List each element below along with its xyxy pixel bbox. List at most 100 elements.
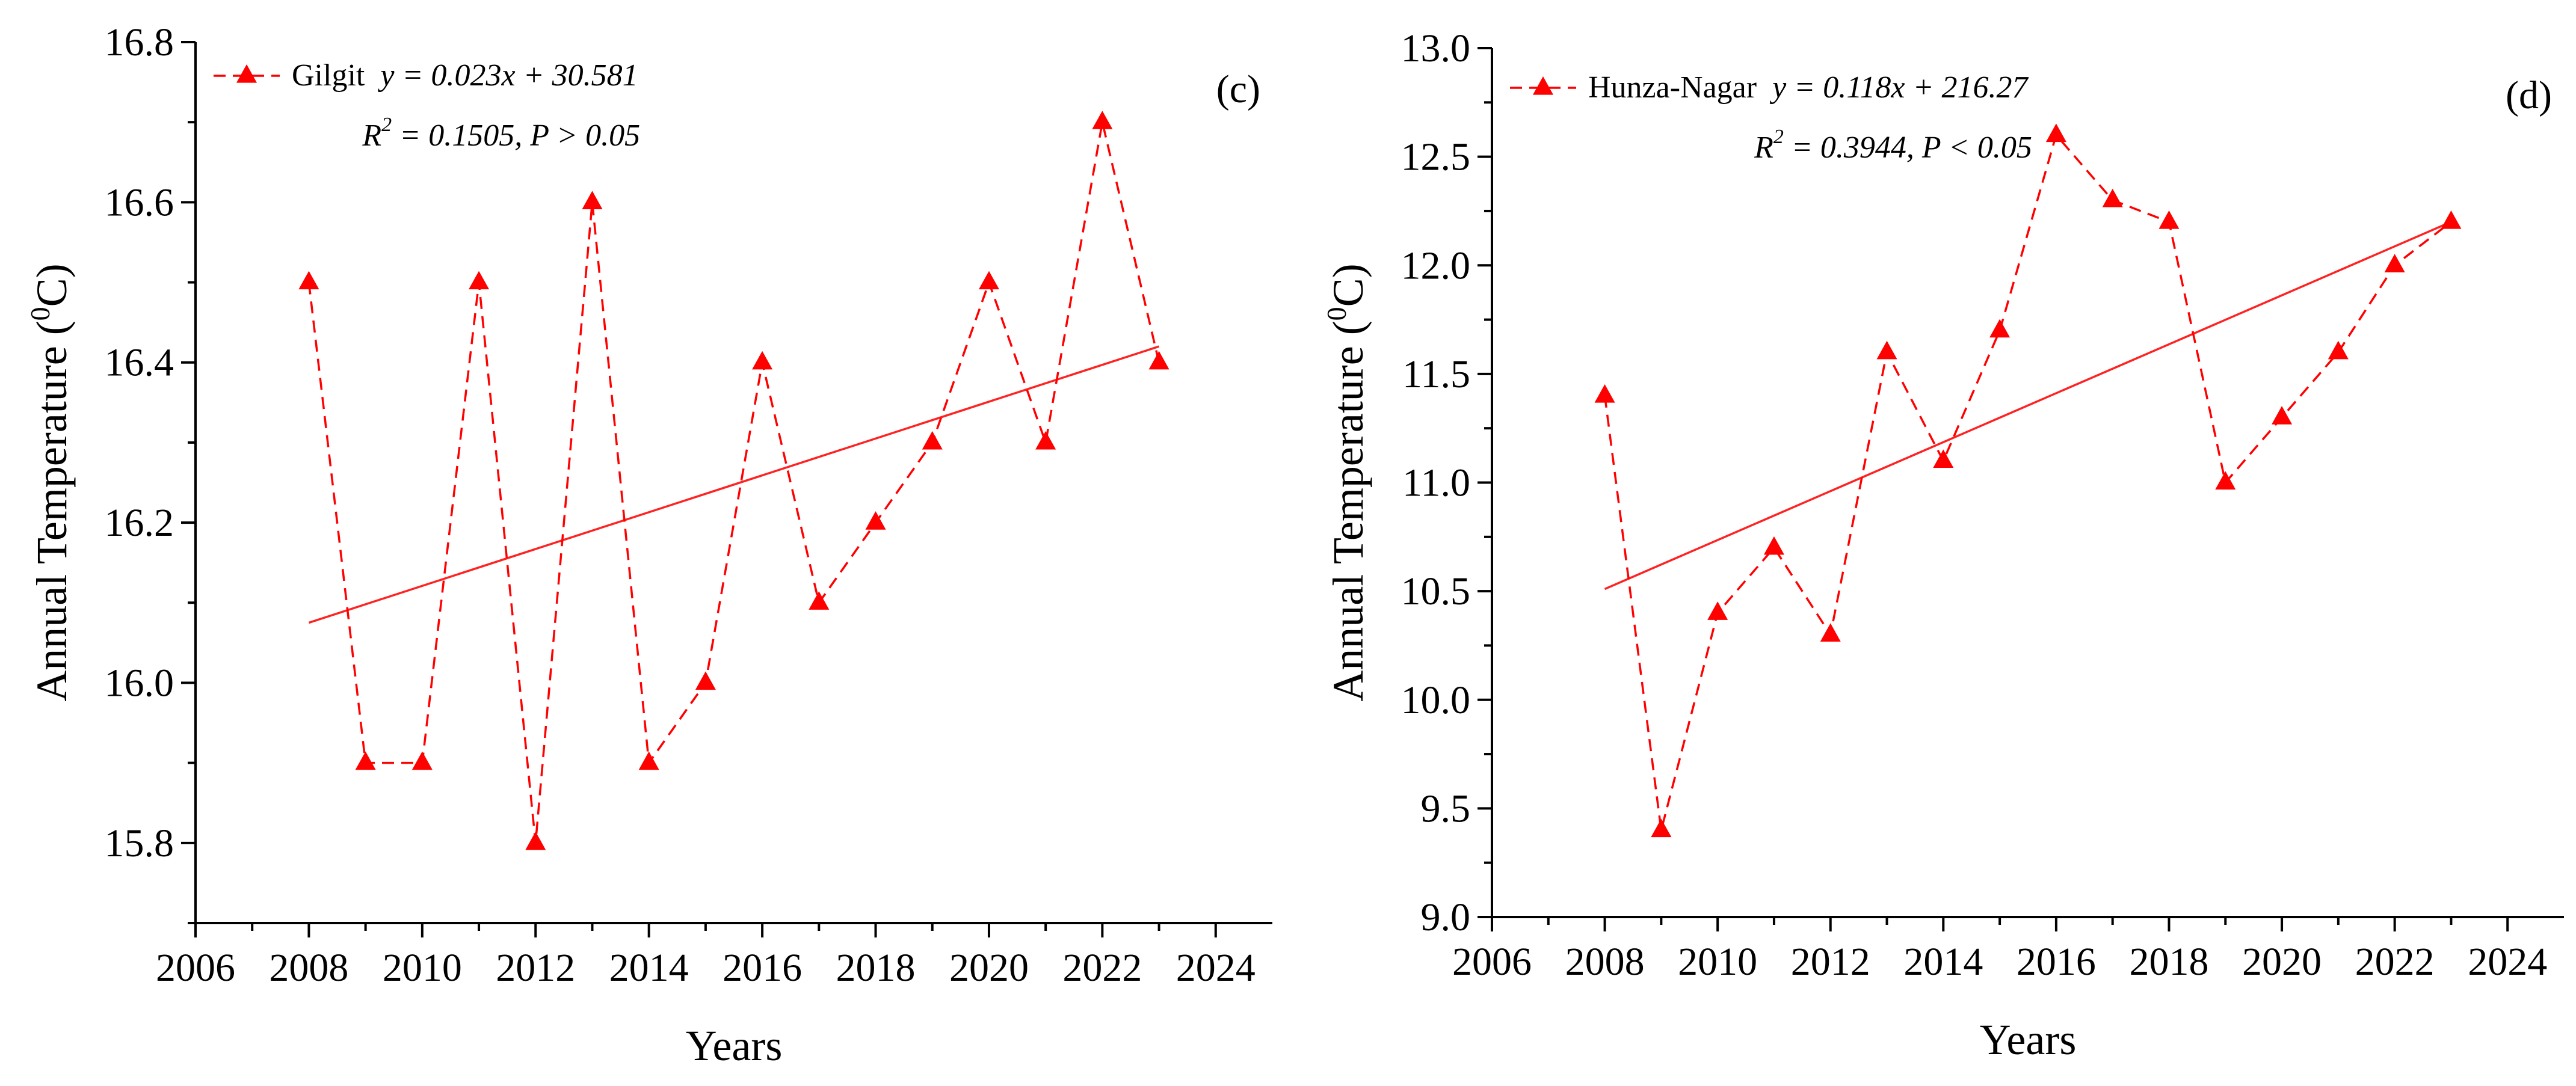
data-point [2384,254,2405,272]
data-point [298,271,319,290]
data-point [638,751,659,770]
x-tick-label: 2016 [2017,940,2096,984]
data-point [1594,384,1615,403]
panel-d: 2006 2008 2010 2012 2014 2016 2018 2020 2022 2024… [1321,26,2564,1064]
data-point [1933,449,1954,468]
y-tick-label: 12.0 [1401,244,1471,287]
y-axis-title-main: Annual Temperature ( [1324,321,1372,701]
y-tick-label: 16.0 [105,661,174,705]
data-point [922,431,943,450]
x-tick-label: 2012 [1791,940,1870,984]
data-point [752,351,773,370]
y-tick-label: 10.5 [1401,569,1471,613]
x-tick-label: 2022 [2355,940,2435,984]
r-squared-text: R2 = 0.3944, P < 0.05 [1754,126,2032,165]
data-point [1707,601,1728,620]
data-point [1876,340,1897,360]
y-axis-title-sup: 0 [1321,307,1352,321]
data-point [1820,623,1841,642]
y-tick-label: 12.5 [1401,135,1471,179]
x-tick-label: 2006 [1452,940,1532,984]
x-tick-label: 2016 [723,946,802,990]
trend-line [1604,221,2452,591]
data-point [2102,188,2123,207]
data-point [2441,210,2462,229]
y-tick-label: 16.8 [105,20,174,64]
r-squared-text: R2 = 0.1505, P > 0.05 [362,114,640,153]
x-tick-label: 2020 [949,946,1029,990]
x-tick-label: 2008 [1565,940,1645,984]
x-axis-title: Years [1980,1016,2077,1064]
y-axis-title: Annual Temperature (0C) [25,263,76,701]
y-tick-label: 16.6 [105,180,174,224]
data-point [1035,431,1056,450]
panel-c: 2006 2008 2010 2012 2014 2016 2018 2020 2022 2024… [25,20,1272,1070]
regression-equation: y = 0.023x + 30.581 [377,58,638,93]
x-tick-label: 2010 [1678,940,1757,984]
y-tick-label: 11.0 [1402,461,1470,505]
panel-label: (d) [2506,73,2552,117]
legend-label: Hunza-Nagar [1588,70,1757,105]
data-point [1651,818,1672,838]
y-tick-label: 13.0 [1401,26,1471,70]
x-tick-label: 2014 [609,946,689,990]
data-point [809,591,830,610]
data-point [695,671,716,690]
panel-label: (c) [1216,67,1260,111]
data-point [355,751,376,770]
trend-line [308,345,1160,624]
y-tick-label: 9.0 [1421,895,1471,939]
r2-superscript: 2 [381,114,392,136]
r2-prefix: R [1754,130,1773,165]
x-tick-label: 2006 [156,946,235,990]
y-axis-title-main: Annual Temperature ( [28,321,76,701]
data-point [411,751,433,770]
data-point [2158,210,2180,229]
data-point [1989,319,2011,338]
x-tick-label: 2014 [1903,940,1983,984]
y-tick-label: 16.2 [105,501,174,545]
x-tick-label: 2008 [269,946,348,990]
data-point [2045,123,2066,143]
x-tick-label: 2018 [836,946,916,990]
x-axis-title: Years [686,1022,783,1070]
data-point [1092,111,1113,129]
x-tick-label: 2024 [1176,946,1256,990]
data-point [469,271,490,290]
x-tick-label: 2012 [496,946,575,990]
r2-superscript: 2 [1773,126,1784,148]
legend-marker [1533,76,1553,95]
y-tick-label: 9.5 [1421,787,1471,830]
x-tick-label: 2020 [2242,940,2322,984]
data-point [582,191,603,209]
x-tick-label: 2024 [2468,940,2547,984]
data-point [2328,340,2349,360]
data-point [1148,351,1169,370]
r2-values: = 0.1505, P > 0.05 [392,118,640,153]
y-axis-title-unit: C) [1324,263,1372,307]
data-point [525,831,546,850]
series-line [1603,132,2452,830]
data-point [978,271,999,290]
legend-marker [236,64,257,83]
y-tick-label: 11.5 [1402,352,1470,396]
y-tick-label: 10.0 [1401,678,1471,722]
y-tick-label: 15.8 [105,821,174,865]
regression-equation: y = 0.118x + 216.27 [1769,70,2029,105]
series-line [307,121,1160,843]
legend-label: Gilgit [292,58,365,93]
data-point [1763,536,1784,555]
y-tick-label: 16.4 [105,341,174,385]
r2-values: = 0.3944, P < 0.05 [1784,130,2032,165]
r2-prefix: R [362,118,381,153]
y-axis-title-unit: C) [28,263,76,307]
data-point [2272,406,2293,425]
y-axis-title: Annual Temperature (0C) [1321,263,1372,701]
data-point [2215,471,2236,490]
y-axis-title-sup: 0 [25,307,55,321]
x-tick-label: 2018 [2129,940,2208,984]
x-tick-label: 2010 [383,946,462,990]
x-tick-label: 2022 [1062,946,1142,990]
data-point [865,511,886,530]
